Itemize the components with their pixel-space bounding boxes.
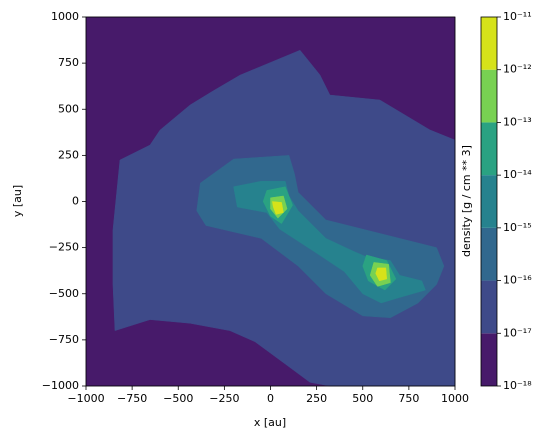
x-tick-label: 1000 [441, 392, 469, 405]
y-axis-label: y [au] [11, 185, 24, 217]
y-tick-label: 500 [58, 102, 79, 115]
colorbar-tick-label: 10⁻¹⁸ [503, 379, 532, 392]
colorbar-band [481, 333, 497, 386]
colorbar-tick-label: 10⁻¹⁵ [503, 221, 532, 234]
x-tick-label: −250 [209, 392, 239, 405]
y-tick-label: 1000 [51, 10, 79, 23]
colorbar-tick-label: 10⁻¹⁷ [503, 326, 532, 339]
y-tick-label: −250 [49, 241, 79, 254]
contour-region [272, 201, 284, 215]
x-tick-label: −500 [163, 392, 193, 405]
colorbar-band [481, 69, 497, 123]
y-tick-label: −500 [49, 287, 79, 300]
y-tick-label: 0 [72, 195, 79, 208]
colorbar-band [481, 227, 497, 281]
colorbar-frame [480, 16, 498, 387]
colorbar-label: density [g / cm ** 3] [460, 145, 473, 257]
colorbar-tick-label: 10⁻¹⁴ [503, 168, 532, 181]
colorbar-tick-label: 10⁻¹⁶ [503, 274, 532, 287]
colorbar-tick-label: 10⁻¹³ [503, 115, 532, 128]
x-tick-label: −1000 [67, 392, 104, 405]
colorbar-band [481, 280, 497, 334]
x-tick-label: 250 [306, 392, 327, 405]
x-tick-label: −750 [117, 392, 147, 405]
colorbar-tick-label: 10⁻¹² [503, 63, 532, 76]
x-tick-label: 0 [267, 392, 274, 405]
x-tick-label: 750 [398, 392, 419, 405]
colorbar-tick-label: 10⁻¹¹ [503, 10, 532, 23]
y-tick-label: −1000 [42, 379, 79, 392]
x-axis-label: x [au] [254, 416, 286, 429]
y-tick-label: −750 [49, 333, 79, 346]
y-tick-label: 750 [58, 56, 79, 69]
colorbar-band [481, 122, 497, 176]
x-tick-label: 500 [352, 392, 373, 405]
colorbar-band [481, 175, 497, 228]
contour-region [375, 267, 388, 282]
y-tick-label: 250 [58, 148, 79, 161]
colorbar-band [481, 17, 497, 70]
